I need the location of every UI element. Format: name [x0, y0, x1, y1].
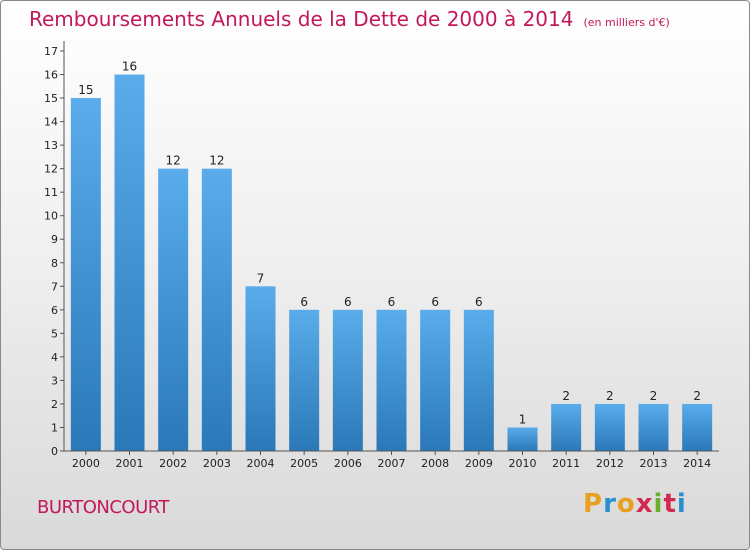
x-tick-label-2001: 2001 [116, 457, 144, 470]
bar-2014 [682, 403, 713, 451]
y-tick-label: 4 [51, 351, 58, 364]
bar-2004 [245, 286, 276, 451]
data-label-2010: 1 [519, 412, 527, 426]
x-tick-label-2005: 2005 [290, 457, 318, 470]
y-tick-label: 7 [51, 280, 58, 293]
x-tick-label-2008: 2008 [421, 457, 449, 470]
data-label-2006: 6 [344, 295, 352, 309]
logo-letter: x [635, 489, 654, 519]
data-label-2004: 7 [257, 271, 265, 285]
logo-letter: i [676, 489, 687, 519]
bar-2010 [507, 427, 538, 451]
y-tick-label: 13 [44, 139, 58, 152]
y-tick-label: 17 [44, 45, 58, 58]
data-label-2002: 12 [166, 154, 181, 168]
data-label-2013: 2 [650, 389, 658, 403]
x-tick-label-2012: 2012 [596, 457, 624, 470]
x-tick-label-2014: 2014 [683, 457, 711, 470]
data-label-2014: 2 [693, 389, 701, 403]
y-tick-label: 5 [51, 327, 58, 340]
bar-2005 [289, 309, 320, 451]
data-label-2012: 2 [606, 389, 614, 403]
y-tick-label: 15 [44, 92, 58, 105]
logo-letter: r [603, 489, 617, 519]
x-axis: 2000 2001 2002 2003 2004 2005 2006 2007 2008 2009… [64, 450, 719, 470]
x-tick-label-2007: 2007 [378, 457, 406, 470]
data-label-2005: 6 [300, 295, 308, 309]
x-tick-label-2009: 2009 [465, 457, 493, 470]
y-tick-label: 2 [51, 398, 58, 411]
chart-unit: (en milliers d'€) [583, 16, 670, 29]
y-tick-label: 1 [51, 421, 58, 434]
proxiti-logo[interactable]: Proxiti [583, 489, 687, 519]
bar-2013 [638, 403, 669, 451]
commune-name: BURTONCOURT [37, 497, 169, 518]
logo-letter: i [653, 489, 664, 519]
bar-2007 [376, 309, 407, 451]
bar-2001 [114, 74, 145, 451]
x-tick-label-2011: 2011 [552, 457, 580, 470]
bar-2011 [551, 403, 582, 451]
data-label-2000: 15 [78, 83, 93, 97]
y-tick-label: 14 [44, 116, 58, 129]
y-tick-label: 11 [44, 186, 58, 199]
data-label-2008: 6 [431, 295, 439, 309]
bar-2000 [70, 98, 101, 451]
x-tick-label-2004: 2004 [247, 457, 275, 470]
bar-2006 [332, 309, 363, 451]
data-label-2007: 6 [388, 295, 396, 309]
bar-2002 [158, 168, 189, 451]
x-tick-label-2006: 2006 [334, 457, 362, 470]
logo-letter: P [583, 489, 604, 519]
bar-2008 [420, 309, 451, 451]
data-label-2009: 6 [475, 295, 483, 309]
y-tick-label: 3 [51, 374, 58, 387]
y-tick-label: 12 [44, 163, 58, 176]
x-tick-label-2010: 2010 [509, 457, 537, 470]
data-label-2001: 16 [122, 60, 137, 74]
y-tick-label: 16 [44, 69, 58, 82]
chart-title: Remboursements Annuels de la Dette de 20… [29, 7, 670, 31]
x-tick-label-2002: 2002 [159, 457, 187, 470]
bar-2003 [201, 168, 232, 451]
chart-title-text: Remboursements Annuels de la Dette de 20… [29, 7, 574, 31]
logo-letter: o [616, 489, 636, 519]
x-tick-label-2003: 2003 [203, 457, 231, 470]
x-tick-label-2000: 2000 [72, 457, 100, 470]
y-tick-label: 6 [51, 304, 58, 317]
y-tick-label: 9 [51, 233, 58, 246]
logo-letter: t [663, 489, 677, 519]
data-label-2003: 12 [209, 154, 224, 168]
x-tick-label-2013: 2013 [640, 457, 668, 470]
y-tick-label: 0 [51, 445, 58, 458]
bar-2012 [594, 403, 625, 451]
bar-2009 [463, 309, 494, 451]
data-label-2011: 2 [562, 389, 570, 403]
y-tick-label: 10 [44, 210, 58, 223]
y-tick-label: 8 [51, 257, 58, 270]
